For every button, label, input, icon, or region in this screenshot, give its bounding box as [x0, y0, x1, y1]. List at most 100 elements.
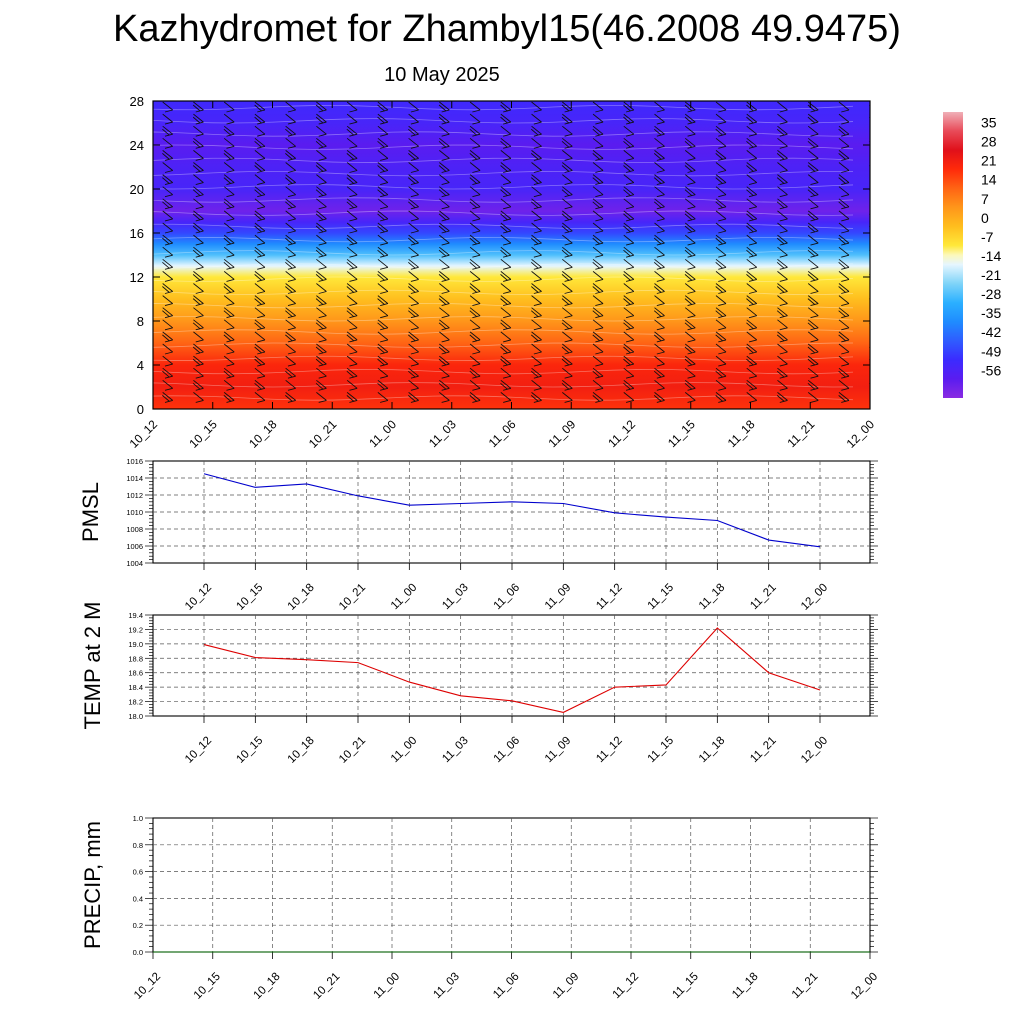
wind-barb [192, 295, 204, 307]
y-tick-label: 18.8 [128, 654, 143, 663]
wind-barb [223, 379, 235, 391]
y-tick-label: 4 [137, 358, 144, 373]
precip-axis-label: PRECIP, mm [80, 821, 105, 949]
y-tick-label: 0.4 [133, 894, 143, 903]
wind-barb [746, 198, 758, 210]
wind-barb [439, 174, 450, 186]
wind-barb [223, 150, 235, 161]
wind-barb [715, 392, 727, 403]
wind-barb [162, 392, 173, 403]
wind-barb [315, 222, 327, 234]
wind-barb [561, 186, 573, 198]
wind-barb [285, 137, 296, 149]
wind-barb [807, 258, 819, 270]
wind-barb [316, 125, 327, 137]
wind-barb [746, 319, 758, 331]
wind-barb [500, 271, 512, 282]
wind-barb [715, 101, 727, 113]
wind-barb [746, 258, 758, 270]
wind-barb [162, 307, 173, 319]
wind-barb [715, 271, 727, 282]
wind-barb [469, 343, 481, 355]
wind-barb [530, 125, 542, 137]
wind-barb [869, 379, 870, 385]
wind-barb [684, 150, 696, 161]
x-tick-label: 10_12 [183, 735, 214, 766]
wind-barb [869, 174, 870, 176]
x-tick-label: 11_21 [785, 417, 818, 450]
wind-barb [623, 392, 635, 403]
wind-barb [192, 379, 204, 391]
colorbar-label: 7 [981, 191, 989, 207]
colorbar-label: 28 [981, 134, 997, 150]
wind-barb [838, 246, 850, 258]
wind-barb [838, 162, 850, 173]
wind-barb [746, 174, 758, 186]
wind-barb [285, 307, 296, 319]
wind-barb [746, 295, 758, 307]
wind-barb [807, 319, 819, 331]
wind-barb [315, 355, 327, 367]
x-tick-label: 11_12 [605, 417, 638, 450]
colorbar-label: 0 [981, 210, 989, 226]
wind-barb [684, 295, 696, 307]
wind-barb [408, 234, 419, 246]
x-tick-label: 10_18 [252, 971, 283, 1002]
wind-barb [192, 113, 204, 125]
wind-barb [500, 198, 512, 210]
wind-barb [377, 162, 389, 173]
y-tick-label: 0.0 [133, 948, 143, 957]
wind-barb [746, 113, 758, 125]
wind-barb [285, 367, 296, 379]
x-tick-label: 10_15 [186, 417, 220, 451]
pmsl-line [203, 473, 821, 548]
wind-barb [623, 307, 635, 319]
wind-barb [315, 113, 327, 125]
wind-barb [561, 113, 573, 125]
x-tick-label: 11_00 [372, 971, 403, 1002]
wind-barb [346, 271, 358, 282]
wind-barb [746, 125, 758, 137]
wind-barb [777, 222, 788, 234]
wind-barb [315, 319, 327, 331]
wind-barb [592, 283, 604, 294]
wind-barb [192, 101, 204, 113]
wind-barb [654, 355, 665, 367]
wind-barb [777, 271, 788, 282]
wind-barb [469, 186, 481, 198]
wind-barb [654, 319, 665, 331]
wind-barb [869, 343, 870, 349]
x-tick-label: 10_15 [234, 735, 265, 766]
contour-line [152, 223, 854, 229]
wind-barb [653, 331, 665, 343]
x-tick-label: 11_00 [389, 582, 420, 613]
wind-barb [807, 271, 819, 282]
wind-barb [438, 113, 450, 125]
wind-barb [746, 150, 758, 161]
wind-barb [223, 246, 235, 258]
y-tick-label: 1012 [126, 491, 143, 500]
wind-barb [469, 307, 481, 319]
wind-barb [285, 392, 296, 403]
wind-barb [285, 379, 296, 391]
wind-barb [377, 343, 389, 355]
wind-barb [807, 331, 819, 343]
colorbar-label: 21 [981, 153, 997, 169]
wind-barb [500, 355, 512, 367]
wind-barb [562, 198, 573, 210]
wind-barb [592, 174, 604, 186]
wind-barb [592, 113, 604, 125]
wind-barb [438, 271, 450, 282]
wind-barb [869, 355, 870, 361]
wind-barb [346, 162, 358, 173]
y-tick-label: 20 [130, 182, 144, 197]
y-tick-label: 19.2 [128, 625, 143, 634]
wind-barb [439, 392, 450, 403]
wind-barb [500, 234, 512, 246]
wind-barb [500, 101, 512, 113]
wind-barb [285, 198, 296, 210]
wind-barb [531, 137, 542, 149]
wind-barb [592, 222, 604, 234]
wind-barb [654, 343, 665, 355]
x-tick-label: 11_15 [665, 417, 698, 450]
